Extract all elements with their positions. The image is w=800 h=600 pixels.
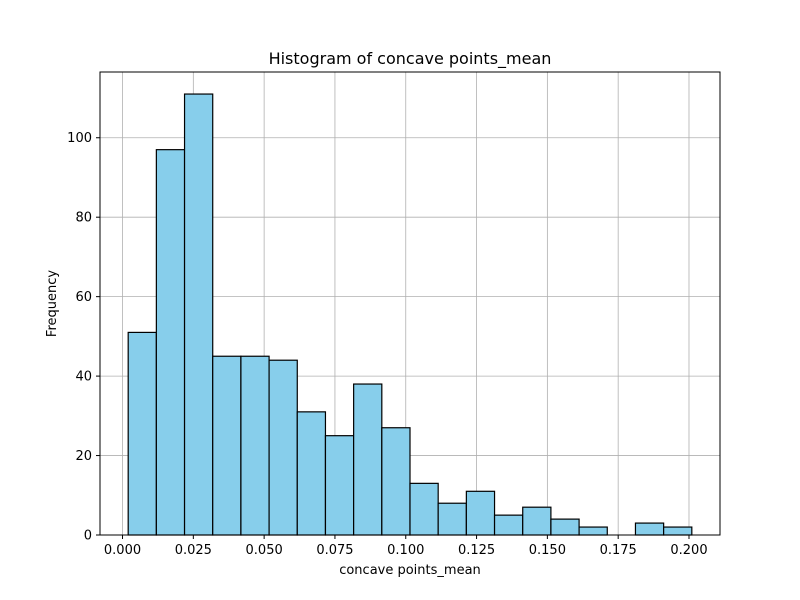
plot-frame [99, 71, 721, 536]
y-tick-label: 60 [75, 290, 92, 305]
histogram-bar [296, 411, 327, 536]
histogram-bar [578, 526, 608, 536]
y-tick-label: 100 [67, 131, 92, 146]
histogram-bar [493, 514, 524, 536]
ticks-layer: 0.000 0.025 0.050 0.075 0.100 0.125 0.150 0.175… [67, 131, 707, 558]
y-tick-label: 0 [84, 529, 92, 544]
histogram-bar [268, 359, 298, 536]
histogram-bar [522, 506, 552, 536]
x-tick-label: 0.175 [600, 543, 637, 558]
histogram-bar [381, 427, 411, 536]
histogram-bar [183, 93, 214, 536]
histogram-bar [127, 331, 157, 536]
x-tick-label: 0.125 [458, 543, 495, 558]
y-tick-label: 20 [75, 449, 92, 464]
histogram-bar [212, 355, 242, 536]
y-tick-label: 40 [75, 370, 92, 385]
histogram-bar [634, 522, 665, 536]
histogram-bar [437, 502, 467, 536]
histogram-bar [353, 383, 383, 536]
x-axis-title: concave points_mean [339, 563, 481, 578]
histogram-bar [663, 526, 693, 536]
chart-title: Histogram of concave points_mean [269, 49, 552, 69]
histogram-bar [550, 518, 580, 536]
histogram-bar [240, 355, 270, 536]
x-tick-label: 0.075 [316, 543, 353, 558]
histogram-bar [409, 482, 439, 536]
histogram-bar [324, 435, 355, 536]
histogram-bar [155, 149, 186, 536]
x-tick-label: 0.200 [670, 543, 707, 558]
y-tick-label: 80 [75, 211, 92, 226]
x-tick-label: 0.025 [175, 543, 212, 558]
x-tick-label: 0.100 [387, 543, 424, 558]
histogram-bar [465, 490, 496, 536]
bars-layer [127, 93, 693, 536]
x-tick-label: 0.000 [104, 543, 141, 558]
x-tick-label: 0.050 [246, 543, 283, 558]
y-axis-title: Frequency [45, 270, 60, 337]
x-tick-label: 0.150 [529, 543, 566, 558]
